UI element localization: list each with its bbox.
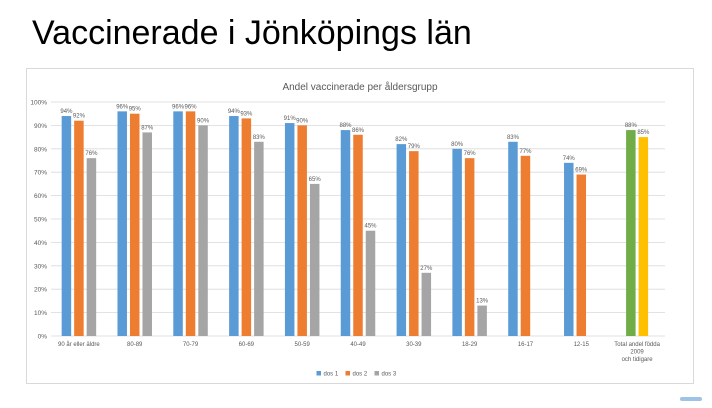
data-label: 94%: [228, 109, 241, 115]
corner-logo: [680, 390, 702, 401]
data-label: 88%: [625, 123, 638, 129]
legend-label: dos 1: [324, 372, 339, 378]
data-label: 69%: [575, 168, 588, 174]
x-tick-label: och tidigare: [622, 357, 654, 363]
bar: [452, 148, 462, 336]
bar: [142, 132, 152, 336]
y-tick-label: 90%: [34, 123, 47, 130]
bar: [284, 123, 295, 336]
y-tick-label: 0%: [38, 334, 48, 341]
bar: [309, 183, 320, 336]
bar-chart: Andel vaccinerade per åldersgrupp 0% 10% 2…: [30, 81, 665, 378]
data-label: 93%: [240, 111, 253, 117]
x-tick-label: 50-59: [295, 342, 311, 348]
legend-swatch: [345, 371, 350, 376]
x-tick-label: Total andel födda: [614, 342, 660, 348]
data-label: 77%: [519, 149, 532, 155]
data-label: 90%: [296, 118, 309, 124]
data-label: 79%: [408, 144, 421, 150]
x-tick-label: 2009: [630, 350, 644, 356]
bar: [74, 120, 84, 336]
data-label: 92%: [73, 114, 86, 120]
y-tick-label: 80%: [34, 146, 47, 153]
data-label: 27%: [420, 266, 433, 272]
y-tick-label: 10%: [34, 310, 47, 317]
legend-label: dos 2: [353, 372, 368, 378]
bar: [117, 111, 127, 336]
logo-icon: [680, 397, 702, 401]
bar: [409, 151, 419, 336]
bar: [173, 111, 183, 336]
bar: [477, 305, 487, 336]
x-tick-label: 60-69: [239, 342, 255, 348]
bar: [508, 141, 518, 336]
y-tick-label: 50%: [34, 217, 47, 224]
y-tick-label: 30%: [34, 263, 47, 270]
data-label: 80%: [451, 142, 464, 148]
y-tick-label: 60%: [34, 193, 47, 200]
x-tick-label: 70-79: [183, 342, 199, 348]
x-tick-label: 80-89: [127, 342, 143, 348]
bar: [421, 272, 432, 336]
bar: [520, 155, 531, 336]
bar: [365, 230, 376, 336]
legend-label: dos 3: [382, 372, 397, 378]
data-label: 13%: [476, 299, 489, 305]
x-tick-label: 18-29: [462, 342, 478, 348]
x-tick-label: 12-15: [574, 342, 590, 348]
data-label: 45%: [364, 224, 377, 230]
x-tick-label: 90 år eller äldre: [58, 341, 100, 348]
y-tick-label: 70%: [34, 170, 47, 177]
x-tick-label: 30-39: [406, 342, 422, 348]
legend-swatch: [316, 371, 321, 376]
data-label: 82%: [395, 137, 408, 143]
y-tick-label: 20%: [34, 287, 47, 294]
bar: [61, 116, 72, 336]
data-label: 86%: [352, 128, 365, 134]
y-tick-label: 40%: [34, 240, 47, 247]
chart-title: Andel vaccinerade per åldersgrupp: [282, 81, 438, 93]
bar: [396, 144, 407, 336]
bar: [576, 174, 587, 336]
legend-swatch: [374, 371, 379, 376]
bar: [626, 130, 636, 336]
y-tick-label: 100%: [30, 100, 47, 107]
bar: [564, 162, 574, 336]
data-label: 76%: [464, 151, 477, 157]
bar: [353, 134, 363, 336]
bar: [254, 141, 264, 336]
slide-title: Vaccinerade i Jönköpings län: [32, 14, 472, 52]
data-label: 87%: [141, 125, 154, 131]
bar: [241, 118, 252, 336]
bar: [129, 113, 140, 336]
data-label: 96%: [116, 104, 129, 110]
bar: [464, 158, 475, 336]
data-label: 91%: [284, 116, 297, 122]
bar: [86, 158, 97, 336]
data-label: 90%: [197, 118, 210, 124]
data-label: 85%: [637, 130, 650, 136]
chart-frame: Andel vaccinerade per åldersgrupp 0% 10% 2…: [26, 68, 694, 384]
data-label: 94%: [60, 109, 73, 115]
data-label: 96%: [185, 104, 198, 110]
bar: [185, 111, 196, 336]
data-label: 96%: [172, 104, 185, 110]
data-label: 65%: [309, 177, 322, 183]
bar: [297, 125, 307, 337]
bar: [340, 130, 351, 336]
data-label: 74%: [563, 156, 576, 162]
x-tick-label: 16-17: [518, 342, 534, 348]
bar: [229, 116, 239, 336]
data-label: 83%: [253, 135, 266, 141]
x-tick-label: 40-49: [350, 342, 366, 348]
bar: [638, 137, 649, 336]
data-label: 88%: [339, 123, 352, 129]
bar: [198, 125, 208, 337]
data-label: 76%: [85, 151, 98, 157]
data-label: 83%: [507, 135, 520, 141]
data-label: 95%: [129, 107, 142, 113]
